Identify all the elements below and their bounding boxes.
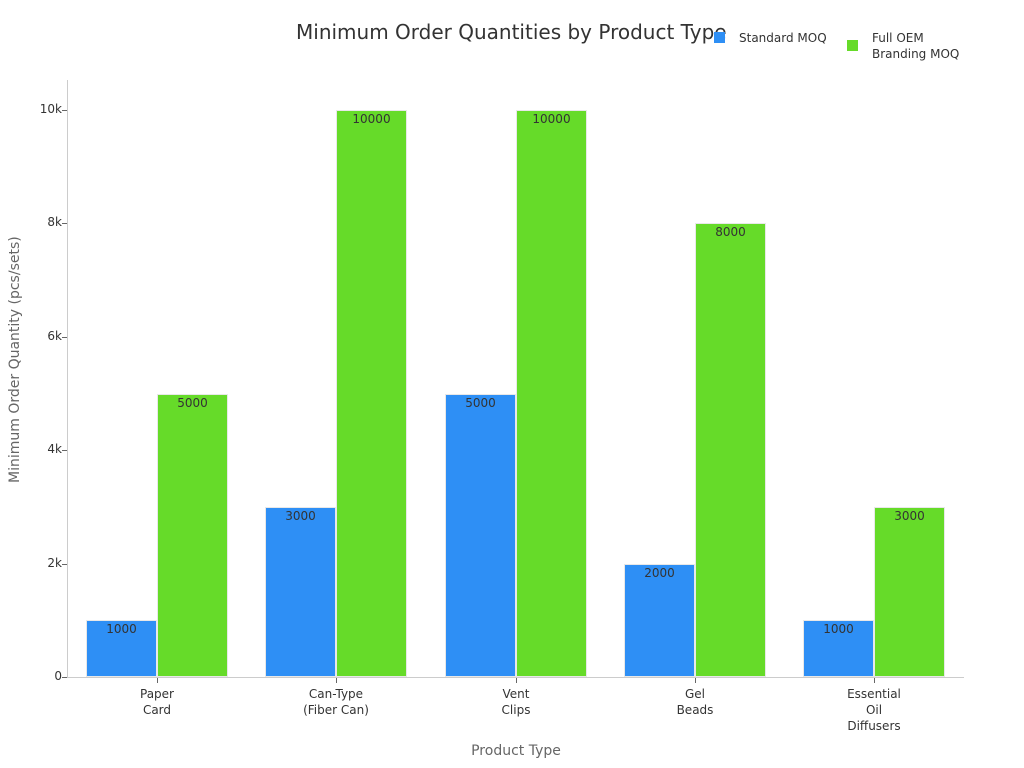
y-tick	[62, 677, 67, 678]
y-tick-label: 0	[54, 669, 62, 683]
y-tick	[62, 223, 67, 225]
bar-oem-4	[874, 506, 945, 677]
bar-value-label: 3000	[894, 508, 925, 523]
x-tick-label: Essential Oil Diffusers	[847, 687, 901, 733]
y-axis-line	[67, 80, 68, 678]
bar-standard-2	[445, 393, 516, 677]
x-tick	[695, 678, 696, 683]
y-tick	[62, 336, 67, 338]
legend-swatch-1	[847, 40, 858, 51]
legend-label-0: Standard MOQ	[739, 31, 827, 45]
x-tick	[157, 678, 158, 683]
y-axis-label: Minimum Order Quantity (pcs/sets)	[7, 236, 23, 483]
bar-value-label: 3000	[285, 508, 316, 523]
y-tick-label: 8k	[47, 215, 62, 230]
y-tick-label: 4k	[47, 442, 62, 457]
bar-value-label: 1000	[823, 622, 854, 637]
bar-standard-0	[86, 620, 157, 677]
x-axis-line	[67, 677, 964, 678]
x-tick	[874, 678, 875, 683]
x-tick	[516, 678, 517, 683]
bar-value-label: 5000	[177, 395, 208, 410]
bar-oem-2	[516, 110, 587, 677]
x-axis-label: Product Type	[471, 743, 561, 759]
bar-value-label: 5000	[465, 395, 496, 410]
y-tick	[62, 563, 67, 565]
bar-oem-0	[157, 393, 228, 677]
bar-value-label: 2000	[644, 565, 675, 580]
bar-standard-4	[803, 620, 874, 677]
y-tick-label: 6k	[47, 328, 62, 343]
x-tick-label: Vent Clips	[501, 687, 531, 717]
y-tick-label: 10k	[39, 102, 62, 116]
bar-value-label: 10000	[532, 112, 571, 126]
bar-standard-3	[624, 563, 695, 677]
legend-label-1: Full OEM Branding MOQ	[872, 31, 960, 61]
bar-oem-1	[336, 110, 407, 677]
y-tick-label: 2k	[47, 555, 62, 570]
y-tick	[62, 110, 67, 111]
bar-value-label: 1000	[106, 622, 137, 637]
bar-value-label: 8000	[715, 225, 746, 240]
x-tick-label: Gel Beads	[676, 687, 714, 717]
x-tick-label: Paper Card	[140, 687, 174, 717]
y-tick	[62, 450, 67, 452]
bar-standard-1	[265, 506, 336, 677]
x-tick	[336, 678, 337, 683]
chart-title: Minimum Order Quantities by Product Type	[296, 20, 727, 44]
x-tick-label: Can-Type (Fiber Can)	[303, 687, 369, 717]
bar-value-label: 10000	[352, 112, 391, 126]
legend-swatch-0	[714, 32, 725, 43]
bar-oem-3	[695, 223, 766, 677]
